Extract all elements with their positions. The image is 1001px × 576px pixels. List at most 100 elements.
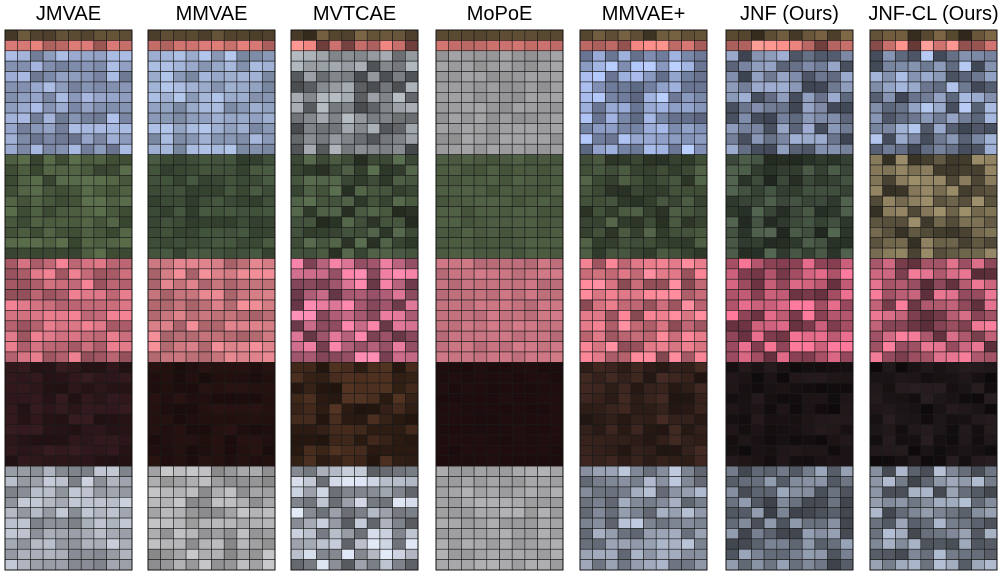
image-cell bbox=[119, 310, 133, 322]
image-cell bbox=[17, 258, 31, 270]
image-cell bbox=[249, 112, 263, 124]
image-cell bbox=[42, 393, 57, 405]
image-cell bbox=[211, 299, 225, 311]
image-cell bbox=[920, 29, 934, 41]
image-cell bbox=[839, 528, 854, 540]
image-cell bbox=[643, 278, 657, 290]
image-cell bbox=[882, 143, 896, 155]
image-cell bbox=[655, 258, 670, 270]
image-cell bbox=[920, 372, 934, 384]
image-cell bbox=[42, 227, 57, 238]
image-cell bbox=[725, 247, 739, 259]
image-cell bbox=[971, 237, 985, 249]
image-cell bbox=[435, 434, 449, 446]
image-cell bbox=[882, 206, 896, 218]
image-cell bbox=[185, 40, 200, 52]
image-cell bbox=[605, 112, 619, 124]
image-cell bbox=[185, 455, 200, 467]
image-cell bbox=[42, 133, 57, 145]
image-cell bbox=[93, 465, 107, 477]
image-cell bbox=[776, 341, 790, 353]
image-cell bbox=[354, 320, 368, 332]
image-cell bbox=[643, 548, 657, 560]
image-cell bbox=[789, 133, 803, 145]
image-cell bbox=[776, 289, 790, 301]
image-cell bbox=[303, 133, 317, 145]
image-cell bbox=[681, 227, 695, 238]
image-cell bbox=[945, 403, 960, 415]
image-cell bbox=[486, 164, 500, 176]
image-cell bbox=[119, 465, 133, 477]
image-cell bbox=[945, 29, 960, 41]
image-cell bbox=[341, 507, 355, 519]
image-cell bbox=[198, 195, 212, 207]
image-cell bbox=[106, 362, 120, 373]
image-cell bbox=[341, 382, 355, 394]
image-cell bbox=[983, 548, 998, 560]
image-cell bbox=[511, 299, 526, 311]
image-cell bbox=[290, 310, 304, 322]
image-cell bbox=[303, 268, 317, 280]
image-cell bbox=[173, 175, 187, 187]
image-cell bbox=[223, 237, 238, 249]
image-cell bbox=[579, 424, 593, 436]
image-cell bbox=[461, 143, 475, 155]
image-cell bbox=[30, 112, 44, 124]
image-cell bbox=[945, 92, 960, 103]
image-cell bbox=[68, 465, 82, 477]
image-cell bbox=[617, 123, 632, 135]
image-cell bbox=[549, 123, 564, 135]
image-cell bbox=[605, 424, 619, 436]
image-cell bbox=[789, 341, 803, 353]
image-cell bbox=[185, 133, 200, 145]
image-cell bbox=[30, 351, 44, 363]
image-cell bbox=[933, 71, 947, 83]
image-cell bbox=[93, 362, 107, 373]
image-cell bbox=[630, 341, 644, 353]
image-cell bbox=[983, 465, 998, 477]
image-cell bbox=[839, 434, 854, 446]
image-cell bbox=[617, 341, 632, 353]
image-cell bbox=[827, 268, 841, 280]
image-cell bbox=[751, 455, 765, 467]
image-cell bbox=[486, 206, 500, 218]
image-cell bbox=[592, 71, 606, 83]
image-cell bbox=[160, 393, 174, 405]
image-cell bbox=[869, 517, 883, 529]
image-cell bbox=[93, 476, 107, 488]
image-cell bbox=[511, 341, 526, 353]
image-cell bbox=[971, 206, 985, 218]
image-cell bbox=[211, 393, 225, 405]
image-cell bbox=[236, 289, 250, 301]
image-cell bbox=[839, 154, 854, 166]
image-cell bbox=[211, 548, 225, 560]
image-cell bbox=[461, 164, 475, 176]
image-cell bbox=[763, 548, 778, 560]
image-cell bbox=[524, 445, 538, 457]
image-cell bbox=[511, 92, 526, 103]
image-cell bbox=[549, 486, 564, 498]
image-cell bbox=[537, 528, 551, 540]
image-cell bbox=[198, 413, 212, 425]
image-cell bbox=[185, 143, 200, 155]
image-cell bbox=[814, 289, 828, 301]
image-cell bbox=[448, 40, 462, 52]
image-cell bbox=[106, 81, 120, 93]
image-cell bbox=[776, 112, 790, 124]
image-cell bbox=[366, 559, 381, 571]
image-cell bbox=[971, 185, 985, 197]
image-cell bbox=[549, 362, 564, 373]
image-cell bbox=[435, 143, 449, 155]
image-cell bbox=[392, 362, 406, 373]
image-cell bbox=[971, 112, 985, 124]
image-cell bbox=[776, 434, 790, 446]
image-cell bbox=[223, 258, 238, 270]
image-cell bbox=[617, 548, 632, 560]
image-cell bbox=[693, 227, 708, 238]
image-cell bbox=[499, 81, 513, 93]
image-cell bbox=[461, 528, 475, 540]
image-cell bbox=[160, 351, 174, 363]
image-cell bbox=[249, 559, 263, 571]
image-cell bbox=[882, 413, 896, 425]
image-cell bbox=[160, 486, 174, 498]
